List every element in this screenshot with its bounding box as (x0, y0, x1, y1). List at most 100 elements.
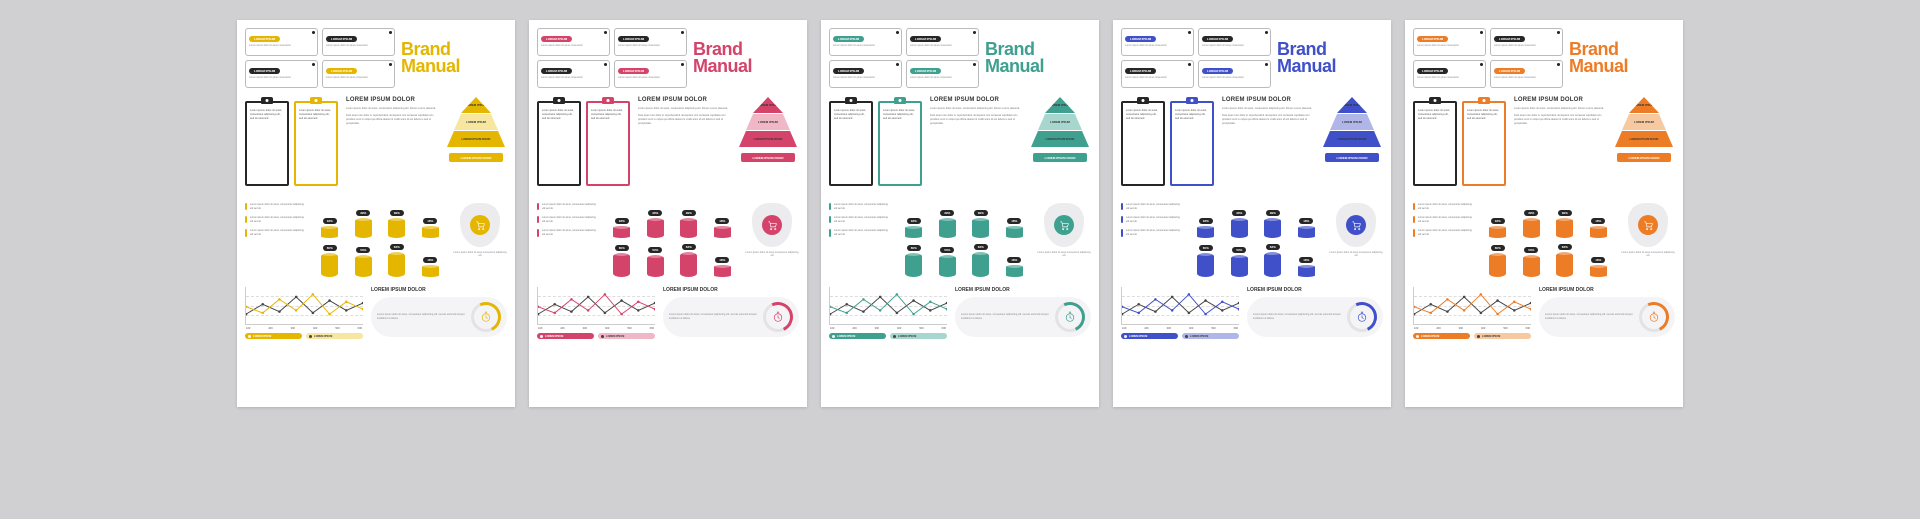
cylinder-label: 39% (682, 210, 696, 216)
section-heading: LOREM IPSUM DOLOR (955, 287, 1091, 293)
bullet-item: Lorem ipsum dolor sit amet, consectetur … (1413, 203, 1475, 210)
cylinder-bar: 18% (1298, 243, 1315, 277)
cylinder-grid: 18%39%39%18%60%53%63%18% (896, 201, 1032, 277)
header: LOREM IPSUM Lorem ipsum dolor sit amet co… (1121, 28, 1383, 88)
chart-x-axis: 100200300400500600 (537, 327, 655, 330)
axis-label: 300 (1459, 327, 1463, 330)
cylinder-bar: 63% (680, 243, 697, 277)
cylinder-label: 39% (1232, 210, 1246, 216)
pill-label: LOREM IPSUM (910, 68, 941, 74)
cylinder-label: 39% (390, 210, 404, 216)
clipboard-text: Lorem ipsum dolor sit amet, consectetur … (537, 101, 581, 186)
axis-label: 300 (875, 327, 879, 330)
bullet-text: Lorem ipsum dolor sit amet, consectetur … (1126, 203, 1183, 210)
section-heading: LOREM IPSUM DOLOR (1514, 97, 1605, 103)
clipboard: Lorem ipsum dolor sit amet, consectetur … (245, 97, 289, 189)
clipboard: Lorem ipsum dolor sit amet, consectetur … (829, 97, 873, 189)
section-heading: LOREM IPSUM DOLOR (1539, 287, 1675, 293)
title-line: Manual (401, 58, 507, 75)
bullet-item: Lorem ipsum dolor sit amet, consectetur … (1413, 229, 1475, 236)
line-chart-section: 100200300400500600LOREM IPSUMLOREM IPSUM… (829, 287, 1091, 347)
cta-button[interactable]: LOREM IPSUM DOOR (1033, 153, 1087, 162)
header-card: LOREM IPSUMLorem ipsum dolor sit amet co… (1413, 60, 1486, 88)
pill-label: LOREM IPSUM (618, 68, 649, 74)
clipboard: Lorem ipsum dolor sit amet, consectetur … (1121, 97, 1165, 189)
cta-button[interactable]: LOREM IPSUM DOOR (741, 153, 795, 162)
header-card: LOREM IPSUMLorem ipsum dolor sit amet co… (1198, 60, 1271, 88)
cylinder-bar: 60% (1489, 243, 1506, 277)
cylinder-bar: 18% (1590, 243, 1607, 277)
cta-button[interactable]: LOREM IPSUM DOOR (1325, 153, 1379, 162)
pyramid-chart: LOREM IPSUMLOREM IPSUMLOREM IPSUM DOORLO… (1029, 97, 1091, 189)
header-card: LOREM IPSUMLorem ipsum dolor sit amet co… (614, 28, 687, 56)
bullet-text: Lorem ipsum dolor sit amet, consectetur … (1126, 229, 1183, 236)
clipboard: Lorem ipsum dolor sit amet, consectetur … (1170, 97, 1214, 189)
body-text: Lorem ipsum dolor sit amet, consectetur … (1514, 107, 1605, 111)
cta-button[interactable]: LOREM IPSUM DOOR (1617, 153, 1671, 162)
pyramid-slice: LOREM IPSUM (461, 97, 491, 113)
cylinder-bar: 39% (1556, 204, 1573, 238)
axis-label: 100 (1414, 327, 1418, 330)
cylinder-bar: 39% (355, 204, 372, 238)
line-chart-section: 100200300400500600LOREM IPSUMLOREM IPSUM… (1413, 287, 1675, 347)
line-chart (537, 287, 655, 325)
bullet-item: Lorem ipsum dolor sit amet, consectetur … (537, 216, 599, 223)
stopwatch-icon (471, 302, 501, 332)
bullet-text: Lorem ipsum dolor sit amet, consectetur … (834, 203, 891, 210)
bullet-text: Lorem ipsum dolor sit amet, consectetur … (834, 229, 891, 236)
pill-label: LOREM IPSUM (1494, 36, 1525, 42)
header-card: LOREM IPSUMLorem ipsum dolor sit amet co… (1490, 28, 1563, 56)
axis-label: 400 (313, 327, 317, 330)
header-card: LOREM IPSUMLorem ipsum dolor sit amet co… (829, 28, 902, 56)
bullet-item: Lorem ipsum dolor sit amet, consectetur … (1121, 203, 1183, 210)
pyramid-slice: LOREM IPSUM (1629, 97, 1659, 113)
cylinder-bar: 18% (613, 204, 630, 238)
clipboard-section: Lorem ipsum dolor sit amet, consectetur … (537, 97, 799, 189)
bullet-item: Lorem ipsum dolor sit amet, consectetur … (537, 229, 599, 236)
card-body-text: Lorem ipsum dolor sit amet consectetur (1125, 76, 1190, 79)
pyramid-slice: LOREM IPSUM (1038, 114, 1082, 130)
pyramid-slice: LOREM IPSUM DOOR (447, 131, 505, 147)
clipboard: Lorem ipsum dolor sit amet, consectetur … (294, 97, 338, 189)
pill-label: LOREM IPSUM (833, 68, 864, 74)
axis-label: 400 (1481, 327, 1485, 330)
cart-caption: Lorem ipsum dolor sit amet consectetur a… (453, 251, 507, 258)
card-body-text: Lorem ipsum dolor sit amet consectetur (1125, 44, 1190, 47)
cylinder-label: 39% (356, 210, 370, 216)
pill-label: LOREM IPSUM (1494, 68, 1525, 74)
section-heading: LOREM IPSUM DOLOR (663, 287, 799, 293)
axis-label: 300 (291, 327, 295, 330)
header-card: LOREM IPSUMLorem ipsum dolor sit amet co… (906, 60, 979, 88)
clipboard-text: Lorem ipsum dolor sit amet, consectetur … (878, 101, 922, 186)
title-line: Manual (1569, 58, 1675, 75)
card-text: Lorem ipsum dolor sit amet, consectetur … (377, 313, 465, 321)
card-body-text: Lorem ipsum dolor sit amet consectetur (249, 76, 314, 79)
cylinder-grid: 18%39%39%18%60%53%63%18% (312, 201, 448, 277)
pyramid-chart: LOREM IPSUMLOREM IPSUMLOREM IPSUM DOORLO… (737, 97, 799, 189)
cylinder-bar: 18% (905, 204, 922, 238)
body-text: Lorem ipsum dolor sit amet, consectetur … (1222, 107, 1313, 111)
section-heading: LOREM IPSUM DOLOR (930, 97, 1021, 103)
card-body-text: Lorem ipsum dolor sit amet consectetur (618, 44, 683, 47)
line-chart (829, 287, 947, 325)
body-text: Duis aute irure dolor in reprehenderit. … (638, 114, 729, 126)
clipboard: Lorem ipsum dolor sit amet, consectetur … (1413, 97, 1457, 189)
cta-button[interactable]: LOREM IPSUM DOOR (449, 153, 503, 162)
cylinder-label: 18% (1591, 218, 1605, 224)
pyramid-slice: LOREM IPSUM DOOR (1615, 131, 1673, 147)
pyramid-slice: LOREM IPSUM (454, 114, 498, 130)
bullet-item: Lorem ipsum dolor sit amet, consectetur … (537, 203, 599, 210)
axis-label: 600 (942, 327, 946, 330)
pill-label: LOREM IPSUM (1125, 36, 1156, 42)
legend-label: LOREM IPSUM (545, 335, 563, 338)
clipboard-text: Lorem ipsum dolor sit amet, consectetur … (586, 101, 630, 186)
bullet-item: Lorem ipsum dolor sit amet, consectetur … (829, 203, 891, 210)
cylinder-bar: 18% (1489, 204, 1506, 238)
section-heading: LOREM IPSUM DOLOR (1247, 287, 1383, 293)
cylinder-label: 18% (423, 218, 437, 224)
cart-pin (752, 203, 792, 247)
axis-label: 100 (246, 327, 250, 330)
legend-label: LOREM IPSUM (1129, 335, 1147, 338)
bullet-text: Lorem ipsum dolor sit amet, consectetur … (250, 203, 307, 210)
header-card: LOREM IPSUMLorem ipsum dolor sit amet co… (1198, 28, 1271, 56)
